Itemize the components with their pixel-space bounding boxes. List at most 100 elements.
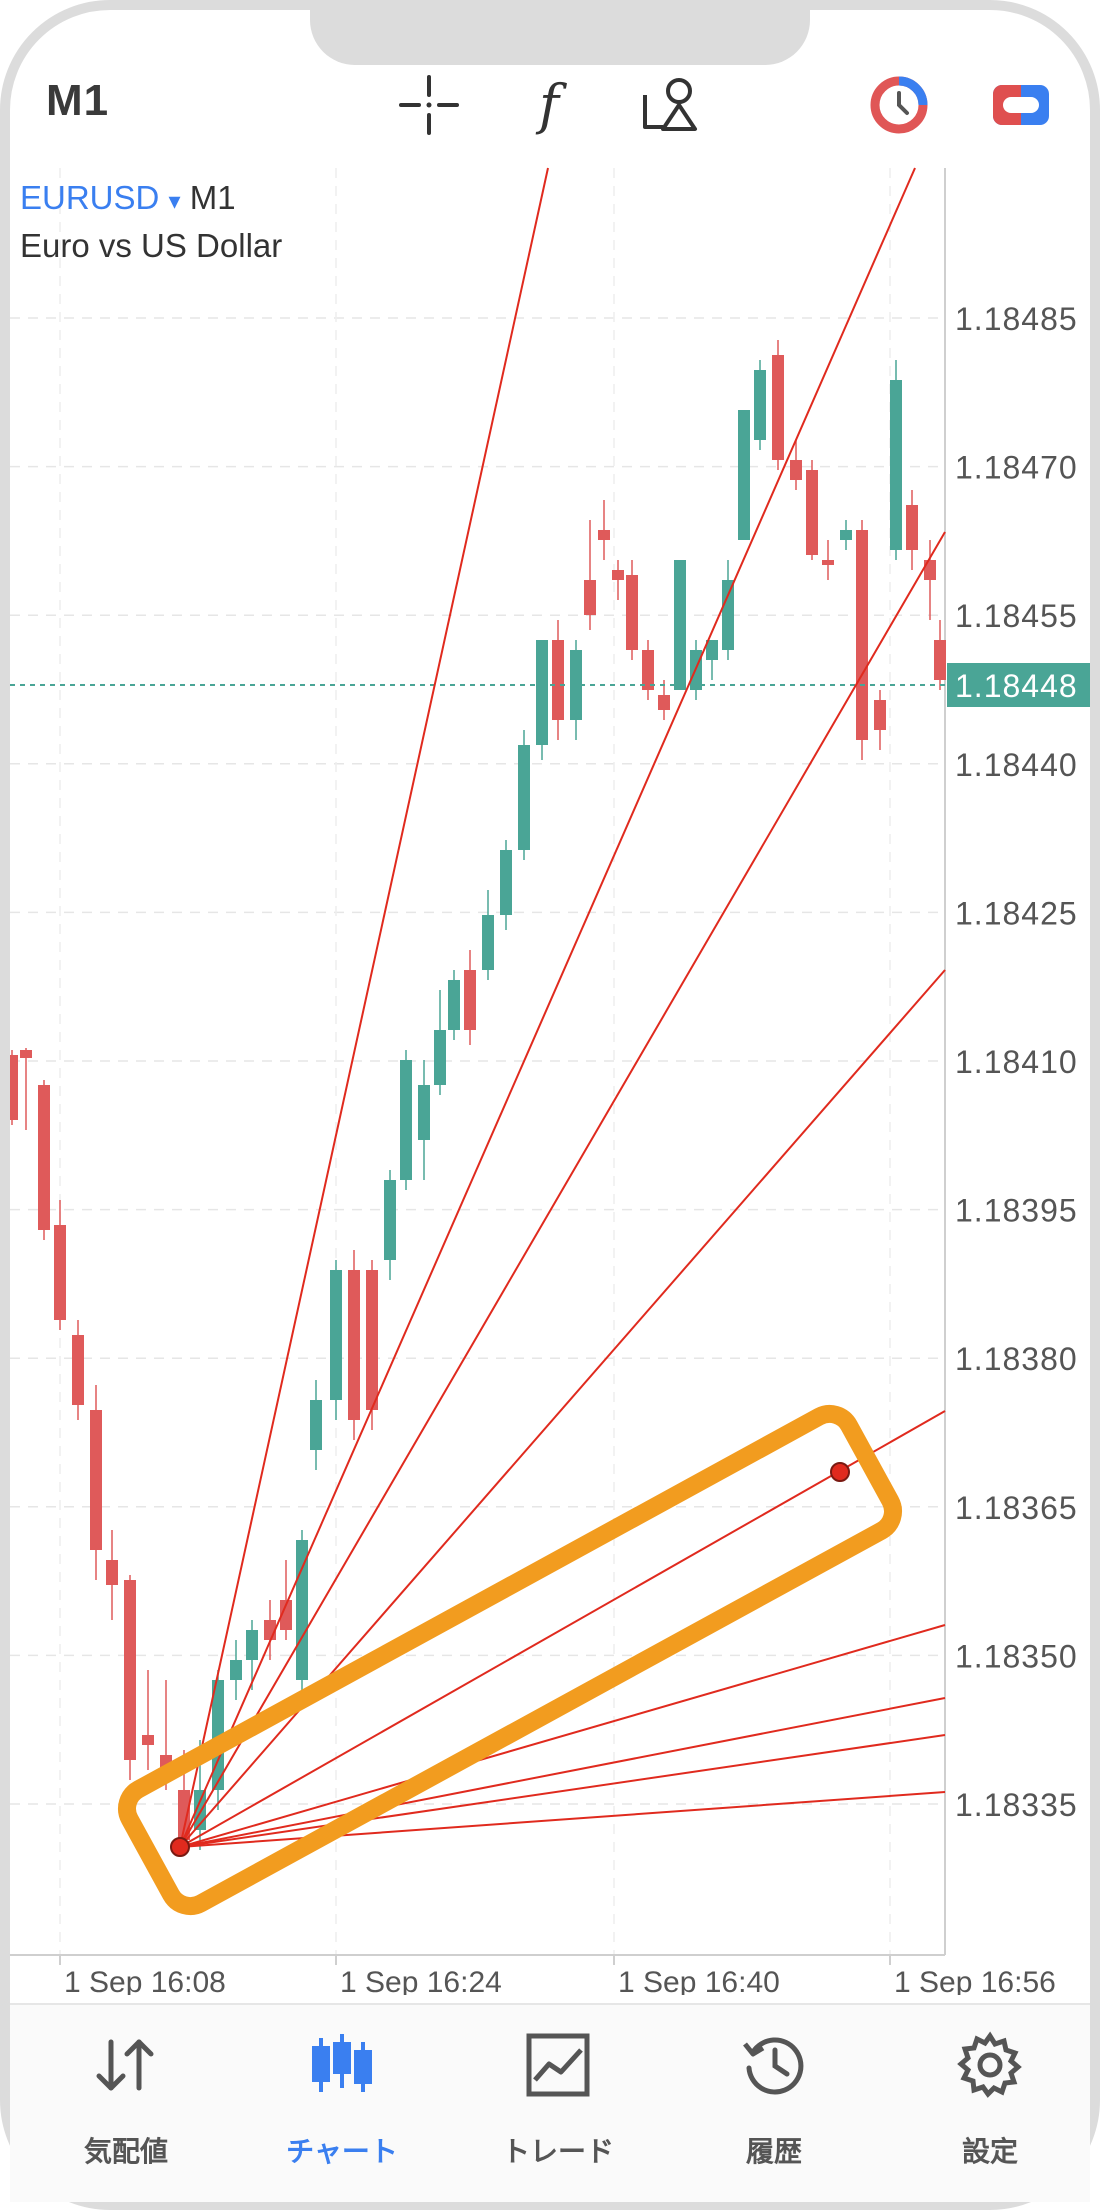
- candle: [598, 500, 610, 560]
- fan-line: [179, 167, 549, 1848]
- symbol-period: M1: [189, 179, 236, 216]
- fan-line: [179, 531, 946, 1848]
- nav-item-history[interactable]: 履歴: [684, 2025, 864, 2175]
- price-label: 1.18470: [955, 450, 1078, 486]
- price-label: 1.18395: [955, 1193, 1078, 1229]
- candle: [10, 1050, 18, 1125]
- current-price-tag: [947, 663, 1090, 707]
- svg-text:f: f: [535, 73, 567, 136]
- fan-line: [179, 1791, 946, 1848]
- candle: [658, 680, 670, 720]
- candle: [706, 640, 718, 680]
- candle: [772, 340, 784, 470]
- candle: [552, 620, 564, 740]
- candle: [754, 360, 766, 450]
- price-chart[interactable]: 1.18485 1.18470 1.18455 1.18440 1.18425 1.184…: [10, 165, 1090, 1995]
- candle: [72, 1320, 84, 1420]
- highlight-box: [118, 1404, 902, 1916]
- candle: [738, 410, 750, 540]
- candle: [840, 520, 852, 550]
- candle: [464, 950, 476, 1045]
- candle: [500, 840, 512, 930]
- candlestick-series: [10, 340, 946, 1855]
- nav-label: チャート: [286, 2136, 398, 2167]
- candle: [482, 890, 494, 980]
- price-label: 1.18425: [955, 895, 1078, 931]
- nav-item-settings[interactable]: 設定: [900, 2025, 1080, 2175]
- nav-label: 履歴: [745, 2136, 802, 2167]
- candle: [612, 560, 624, 600]
- price-label: 1.18485: [955, 301, 1078, 337]
- candle: [296, 1530, 308, 1700]
- quotes-icon: [96, 2039, 154, 2091]
- candle: [874, 690, 886, 750]
- candle: [106, 1530, 118, 1620]
- history-icon: [743, 2037, 804, 2095]
- chart-icon: [312, 2034, 372, 2092]
- price-axis: 1.18485 1.18470 1.18455 1.18440 1.18425 1.184…: [947, 301, 1090, 1823]
- price-label: 1.18335: [955, 1787, 1078, 1823]
- candle: [124, 1575, 136, 1780]
- candle: [54, 1200, 66, 1330]
- account-toggle-icon[interactable]: [986, 70, 1056, 140]
- candle: [890, 360, 902, 560]
- price-label: 1.18455: [955, 598, 1078, 634]
- candle: [348, 1250, 360, 1440]
- symbol-dropdown-arrow[interactable]: ▾: [168, 188, 181, 215]
- candle: [518, 730, 530, 860]
- candle: [934, 620, 946, 690]
- time-label: 1 Sep 16:08: [64, 1966, 226, 1995]
- candle: [384, 1170, 396, 1280]
- nav-label: 気配値: [83, 2136, 168, 2167]
- candle: [626, 560, 638, 660]
- candle: [310, 1380, 322, 1470]
- fan-line: [179, 1697, 946, 1848]
- candle: [722, 560, 734, 660]
- crosshair-icon[interactable]: [394, 70, 464, 140]
- nav-item-chart[interactable]: チャート: [252, 2025, 432, 2175]
- current-price-label: 1.18448: [955, 668, 1078, 704]
- candle: [674, 560, 686, 690]
- time-label: 1 Sep 16:56: [894, 1966, 1056, 1995]
- candle: [536, 640, 548, 760]
- candle: [418, 1060, 430, 1180]
- objects-icon[interactable]: [636, 70, 706, 140]
- candle: [448, 970, 460, 1040]
- candle: [584, 520, 596, 630]
- price-label: 1.18410: [955, 1044, 1078, 1080]
- nav-item-trade[interactable]: トレード: [468, 2025, 648, 2175]
- candle: [366, 1260, 378, 1430]
- candle: [38, 1080, 50, 1240]
- candle: [280, 1560, 292, 1640]
- candle: [570, 640, 582, 740]
- candle: [230, 1640, 242, 1700]
- candle: [642, 640, 654, 700]
- candle: [924, 540, 936, 620]
- candle: [806, 460, 818, 560]
- fan-line: [179, 167, 916, 1848]
- fan-origin-handle[interactable]: [170, 1837, 190, 1857]
- timeframe-button[interactable]: M1: [46, 76, 110, 125]
- chart-toolbar: M1 f: [0, 0, 1100, 165]
- indicators-icon[interactable]: f: [514, 70, 584, 140]
- candle: [142, 1670, 154, 1770]
- timer-icon[interactable]: [864, 70, 934, 140]
- candle: [856, 520, 868, 760]
- symbol-description: Euro vs US Dollar: [20, 227, 283, 264]
- candle: [822, 540, 834, 580]
- fan-anchor-handle[interactable]: [830, 1462, 850, 1482]
- symbol-name[interactable]: EURUSD: [20, 179, 160, 216]
- price-label: 1.18440: [955, 747, 1078, 783]
- candle: [20, 1048, 32, 1130]
- candle: [906, 490, 918, 570]
- price-label: 1.18380: [955, 1341, 1078, 1377]
- nav-label: トレード: [501, 2136, 614, 2167]
- gann-fan-object[interactable]: [170, 167, 946, 1857]
- nav-item-quotes[interactable]: 気配値: [36, 2025, 216, 2175]
- fan-line: [179, 1624, 946, 1848]
- price-label: 1.18365: [955, 1490, 1078, 1526]
- fan-line: [179, 1734, 946, 1848]
- settings-icon: [957, 2031, 1022, 2098]
- nav-label: 設定: [961, 2136, 1018, 2167]
- candle: [400, 1050, 412, 1190]
